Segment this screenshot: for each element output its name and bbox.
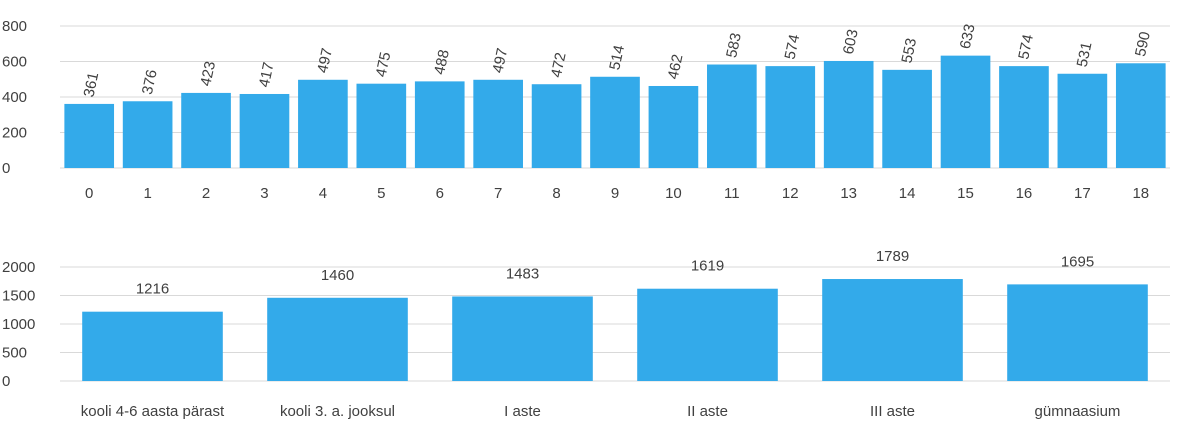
category-label: 16 [1016,185,1033,202]
bar [64,103,115,168]
data-label: 497 [489,47,511,75]
category-label: 3 [260,185,268,202]
data-label: 590 [1132,30,1154,58]
bar [648,85,699,168]
data-label: 423 [197,60,219,88]
y-tick-label: 200 [2,125,27,142]
category-label: 2 [202,185,210,202]
bar [82,311,223,381]
bar [590,76,640,168]
bar [531,84,582,168]
data-label: 1216 [136,281,169,298]
bar [414,81,465,168]
y-tick-label: 0 [2,160,10,177]
category-label: 8 [552,185,560,202]
data-label: 603 [840,28,862,56]
bar [181,92,231,168]
data-label: 583 [723,31,745,59]
bar [940,55,991,168]
bar [765,66,816,168]
y-tick-label: 0 [2,373,10,390]
bar [267,297,408,381]
data-label: 417 [256,61,278,89]
data-label: 488 [431,48,453,76]
y-tick-label: 1500 [2,288,35,305]
bar [298,79,348,168]
category-label: I aste [504,403,541,420]
data-label: 1460 [321,267,354,284]
category-label: 14 [899,185,916,202]
chart-bottom: 0 500 1000 1500 2000 1216 1460 1483 1619 1789 1695… [2,248,1170,420]
bar [999,66,1049,168]
y-tick-label: 2000 [2,259,35,276]
y-tick-label: 500 [2,345,27,362]
category-label: 11 [724,185,740,202]
category-label: 6 [436,185,444,202]
bar [1007,284,1148,381]
category-label: 1 [143,185,151,202]
data-label: 472 [548,51,570,79]
bar [1057,73,1108,168]
category-label: kooli 3. a. jooksul [280,403,395,420]
data-label: 1789 [876,248,909,265]
data-label: 531 [1074,41,1096,69]
bar [823,60,874,168]
y-tick-label: 800 [2,18,27,35]
bar [822,279,963,381]
data-label: 1619 [691,258,724,275]
category-label: II aste [687,403,728,420]
data-label: 1483 [506,265,539,282]
category-label: 0 [85,185,93,202]
data-label: 553 [898,37,920,65]
category-label: 4 [319,185,327,202]
bar [882,69,932,168]
category-label: 9 [611,185,619,202]
category-label: 18 [1132,185,1149,202]
category-label: kooli 4-6 aasta pärast [81,403,225,420]
data-label: 475 [373,51,395,79]
category-label: 15 [957,185,974,202]
data-label: 1695 [1061,253,1094,270]
bar [239,93,290,168]
bar [1115,63,1166,168]
data-label: 633 [957,22,979,50]
data-label: 361 [80,71,102,99]
data-label: 514 [606,44,628,72]
category-label: 7 [494,185,502,202]
category-label: 17 [1074,185,1091,202]
category-label: 13 [840,185,857,202]
bar [637,288,778,381]
data-label: 574 [782,33,804,61]
category-label: 10 [665,185,682,202]
y-tick-label: 400 [2,89,27,106]
bar [473,79,523,168]
data-label: 574 [1015,33,1037,61]
category-label: 5 [377,185,385,202]
bar [452,296,593,381]
category-label: gümnaasium [1035,403,1121,420]
bar [122,101,173,168]
category-label: 12 [782,185,799,202]
data-label: 462 [665,53,687,81]
y-tick-label: 600 [2,54,27,71]
y-tick-label: 1000 [2,316,35,333]
bar [707,64,757,168]
bar [356,83,407,168]
category-label: III aste [870,403,915,420]
data-label: 497 [314,47,336,75]
data-label: 376 [139,68,161,96]
